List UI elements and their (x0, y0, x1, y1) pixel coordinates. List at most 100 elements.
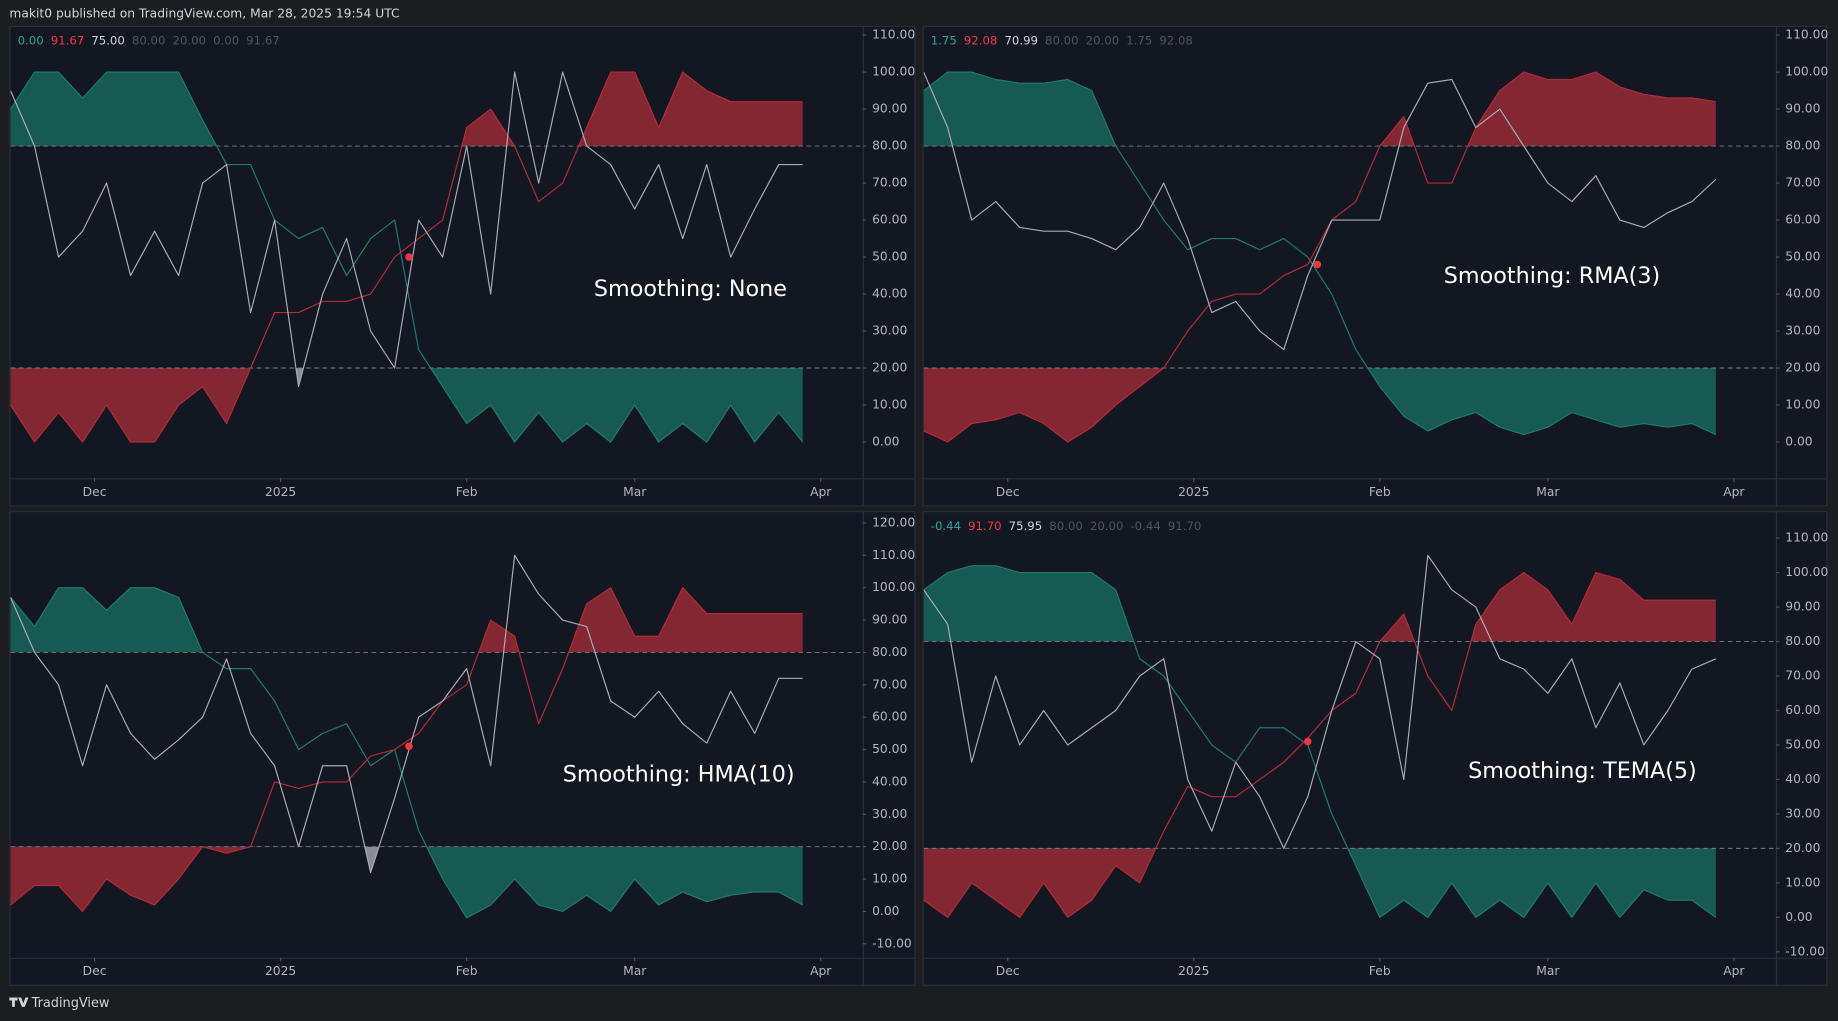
y-tick-label: 80.00 (1785, 634, 1820, 648)
y-tick-label: 20.00 (1785, 841, 1820, 855)
y-tick-label: 40.00 (1785, 772, 1820, 786)
y-tick-label: 60.00 (872, 213, 907, 227)
y-tick-label: 10.00 (1785, 398, 1820, 412)
series-line (923, 554, 1717, 849)
y-tick-label: 30.00 (872, 324, 907, 338)
y-tick-label: 100.00 (1785, 565, 1828, 579)
x-tick-label: Dec (996, 964, 1020, 978)
zone-fill (10, 368, 251, 443)
y-tick-label: 20.00 (872, 361, 907, 375)
legend-value: 92.08 (964, 34, 998, 48)
zone-fill (10, 587, 803, 653)
y-tick-label: 50.00 (1785, 737, 1820, 751)
y-tick-label: 50.00 (1785, 250, 1820, 264)
x-tick-label: 2025 (265, 485, 296, 499)
y-tick-label: 40.00 (872, 287, 907, 301)
y-tick-label: 70.00 (872, 176, 907, 190)
y-tick-label: 90.00 (1785, 600, 1820, 614)
cross-marker (405, 253, 413, 261)
panel-frame (9, 511, 916, 986)
y-tick-label: 110.00 (1785, 28, 1828, 42)
y-tick-label: 60.00 (1785, 213, 1820, 227)
y-tick-label: 100.00 (872, 65, 915, 79)
y-tick-label: 0.00 (1785, 910, 1812, 924)
annotation: Smoothing: TEMA(5) (1468, 758, 1697, 784)
legend-value: 20.00 (172, 34, 206, 48)
y-tick-label: 20.00 (872, 839, 907, 853)
y-tick-label: 80.00 (1785, 139, 1820, 153)
legend-value: -0.44 (931, 519, 961, 533)
zone-fill (1367, 368, 1716, 435)
zone-fill (923, 848, 1716, 918)
legend-value: 0.00 (18, 34, 44, 48)
y-tick-label: 110.00 (1785, 531, 1828, 545)
y-tick-label: 110.00 (872, 548, 915, 562)
x-tick-label: Feb (456, 964, 478, 978)
x-tick-label: Mar (623, 485, 647, 499)
y-tick-label: 10.00 (1785, 875, 1820, 889)
legend-value: 91.70 (1168, 519, 1202, 533)
legend-value: 70.99 (1004, 34, 1038, 48)
legend-value: 1.75 (1126, 34, 1152, 48)
y-tick-label: 0.00 (1785, 435, 1812, 449)
footer: TradingView (31, 996, 110, 1011)
y-tick-label: 0.00 (872, 435, 899, 449)
y-tick-label: 100.00 (872, 580, 915, 594)
legend-value: 92.08 (1159, 34, 1193, 48)
x-tick-label: Mar (1536, 964, 1560, 978)
x-tick-label: Dec (83, 485, 107, 499)
y-tick-label: 60.00 (872, 710, 907, 724)
legend-value: 91.70 (968, 519, 1002, 533)
legend-value: 75.00 (91, 34, 125, 48)
y-tick-label: 90.00 (872, 102, 907, 116)
y-tick-label: 50.00 (872, 742, 907, 756)
series-line (10, 71, 803, 443)
cross-marker (1304, 737, 1312, 746)
zone-fill (923, 848, 1716, 918)
annotation: Smoothing: RMA(3) (1444, 263, 1660, 289)
y-tick-label: 80.00 (872, 139, 907, 153)
series-line (10, 587, 803, 912)
series-line (10, 587, 804, 919)
panel: 110.00 100.00 90.00 80.00 70.00 60.00 50.00 40.… (922, 25, 1828, 507)
series-line (923, 565, 1717, 918)
y-tick-label: 110.00 (872, 28, 915, 42)
x-tick-label: Apr (810, 964, 832, 978)
zone-fill (923, 848, 1716, 849)
legend-value: 91.67 (51, 34, 85, 48)
y-tick-label: 20.00 (1785, 361, 1820, 375)
zone-fill (923, 572, 1716, 642)
y-tick-label: 70.00 (872, 677, 907, 691)
zone-fill (426, 846, 803, 918)
cross-marker (405, 742, 413, 751)
y-tick-label: 30.00 (872, 807, 907, 821)
plot-area (923, 554, 1776, 918)
x-tick-label: Feb (1369, 485, 1391, 499)
zone-fill (10, 587, 803, 653)
legend-value: 20.00 (1090, 519, 1124, 533)
panel: 110.00 100.00 90.00 80.00 70.00 60.00 50.00 40.… (922, 511, 1828, 986)
x-tick-label: 2025 (265, 964, 296, 978)
series-line (10, 71, 804, 443)
y-tick-label: -10.00 (1785, 944, 1825, 958)
x-tick-label: Dec (996, 485, 1020, 499)
y-tick-label: 80.00 (872, 645, 907, 659)
x-tick-label: 2025 (1178, 964, 1209, 978)
zone-fill (295, 368, 304, 387)
y-tick-label: 30.00 (1785, 806, 1820, 820)
series-line (923, 71, 1717, 351)
y-tick-label: 120.00 (872, 515, 915, 529)
zone-fill (10, 72, 217, 147)
annotation: Smoothing: HMA(10) (563, 761, 795, 787)
y-tick-label: 10.00 (872, 398, 907, 412)
zone-fill (923, 565, 1716, 642)
logo-mark (9, 997, 29, 1007)
y-tick-label: 70.00 (1785, 669, 1820, 683)
y-tick-label: 0.00 (872, 904, 899, 918)
x-tick-label: Apr (1723, 964, 1745, 978)
zone-fill (461, 72, 803, 147)
series-line (923, 572, 1716, 918)
y-tick-label: 30.00 (1785, 324, 1820, 338)
